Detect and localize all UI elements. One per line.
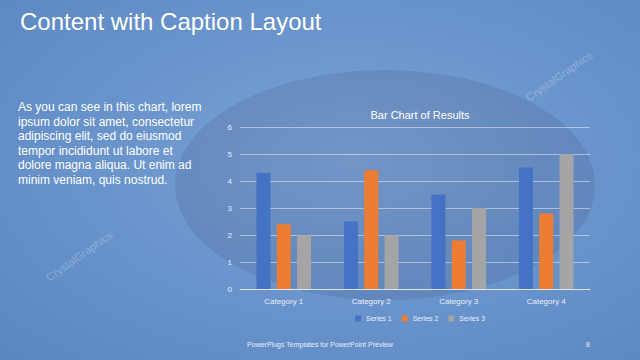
html-text:CrystalGraphics: CrystalGraphics	[523, 48, 595, 104]
svg-text:Series 2: Series 2	[413, 315, 439, 322]
html-text:8: 8	[586, 341, 590, 348]
svg-text:1: 1	[228, 258, 233, 267]
svg-text:Category 3: Category 3	[439, 297, 479, 306]
html-text:CrystalGraphics: CrystalGraphics	[43, 228, 115, 284]
svg-text:2: 2	[228, 231, 233, 240]
svg-text:Series 1: Series 1	[366, 315, 392, 322]
html-text:Content with Caption Layout: Content with Caption Layout	[20, 8, 322, 35]
svg-text:3: 3	[228, 204, 233, 213]
svg-text:Series 3: Series 3	[459, 315, 485, 322]
svg-text:Bar Chart of Results: Bar Chart of Results	[370, 109, 470, 121]
svg-text:5: 5	[228, 150, 233, 159]
svg-text:Category 1: Category 1	[264, 297, 304, 306]
svg-text:6: 6	[228, 123, 233, 132]
html-text:PowerPlugs Templates for Power: PowerPlugs Templates for PowerPoint Prev…	[247, 341, 393, 348]
html-text:As you can see in this chart,: As you can see in this chart, lorem ipsu…	[18, 100, 202, 187]
svg-text:Category 4: Category 4	[527, 297, 567, 306]
svg-text:0: 0	[228, 285, 233, 294]
svg-text:4: 4	[228, 177, 233, 186]
svg-text:Category 2: Category 2	[352, 297, 392, 306]
